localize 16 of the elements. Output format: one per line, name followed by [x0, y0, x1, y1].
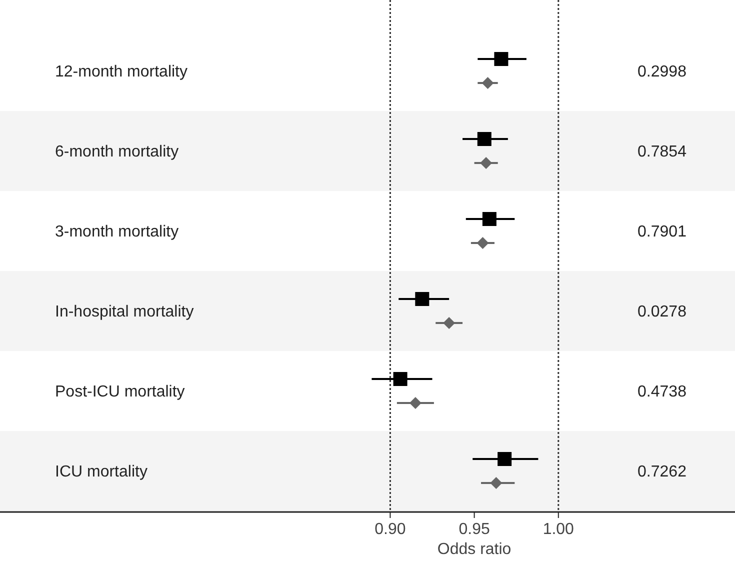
y-tick-label: Post-ICU mortality — [55, 384, 185, 401]
x-tick-label: 0.95 — [458, 521, 490, 538]
y-tick-label: 12-month mortality — [55, 64, 188, 81]
annotation: 0.4738 — [638, 384, 687, 401]
annotation: 0.2998 — [638, 64, 687, 81]
y-tick-label: 3-month mortality — [55, 224, 179, 241]
y-tick-label: ICU mortality — [55, 464, 148, 481]
annotation: 0.7901 — [638, 224, 687, 241]
x-tick-label: 0.90 — [374, 521, 406, 538]
y-tick-label: 6-month mortality — [55, 144, 179, 161]
x-axis-title: Odds ratio — [437, 541, 512, 558]
y-tick-label: In-hospital mortality — [55, 304, 194, 321]
annotation: 0.0278 — [638, 304, 687, 321]
annotation: 0.7262 — [638, 464, 687, 481]
x-tick-label: 1.00 — [542, 521, 574, 538]
annotation: 0.7854 — [638, 144, 687, 161]
